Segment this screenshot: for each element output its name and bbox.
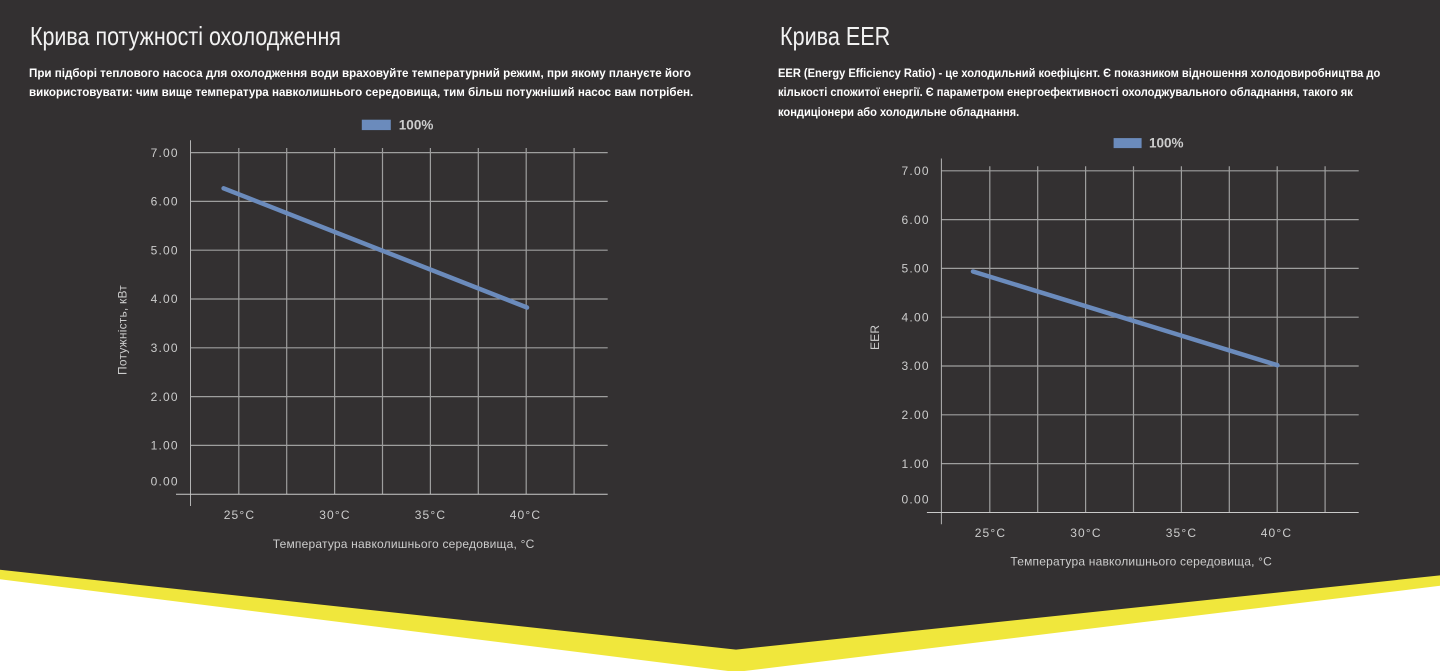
svg-text:0.00: 0.00 [902,493,930,507]
svg-text:2.00: 2.00 [902,408,930,422]
svg-text:40°C: 40°C [510,508,542,522]
svg-text:35°C: 35°C [415,508,447,522]
svg-text:Температура навколишнього сере: Температура навколишнього середовища, °С [1010,554,1272,568]
svg-text:1.00: 1.00 [151,439,179,453]
svg-text:6.00: 6.00 [902,213,930,227]
svg-text:5.00: 5.00 [151,243,179,257]
svg-text:Температура навколишнього сере: Температура навколишнього середовища, °С [273,537,535,551]
svg-text:100%: 100% [399,117,434,132]
svg-text:5.00: 5.00 [902,262,930,276]
svg-text:3.00: 3.00 [151,341,179,355]
svg-text:6.00: 6.00 [151,195,179,209]
svg-text:3.00: 3.00 [902,359,930,373]
svg-text:7.00: 7.00 [902,164,930,178]
svg-text:Потужність, кВт: Потужність, кВт [115,285,129,375]
svg-text:30°C: 30°C [1070,526,1102,540]
svg-text:100%: 100% [1149,136,1184,151]
svg-text:25°C: 25°C [224,508,256,522]
svg-text:35°C: 35°C [1166,526,1198,540]
svg-text:2.00: 2.00 [151,390,179,404]
svg-text:0.00: 0.00 [151,475,179,489]
svg-text:4.00: 4.00 [151,292,179,306]
svg-text:EER: EER [868,325,882,350]
svg-text:4.00: 4.00 [902,310,930,324]
svg-text:40°C: 40°C [1261,526,1293,540]
svg-text:1.00: 1.00 [902,457,930,471]
svg-text:7.00: 7.00 [151,146,179,160]
svg-text:30°C: 30°C [319,508,351,522]
svg-text:25°C: 25°C [975,526,1007,540]
